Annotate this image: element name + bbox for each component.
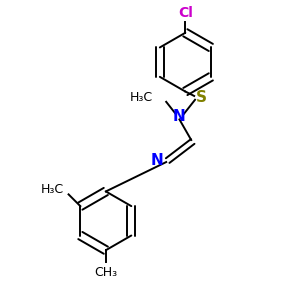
Text: CH₃: CH₃ [94, 266, 117, 279]
Text: S: S [196, 90, 207, 105]
Text: H₃C: H₃C [130, 91, 153, 104]
Text: N: N [173, 109, 186, 124]
Text: N: N [151, 153, 163, 168]
Text: H₃C: H₃C [41, 184, 64, 196]
Text: Cl: Cl [178, 6, 193, 20]
